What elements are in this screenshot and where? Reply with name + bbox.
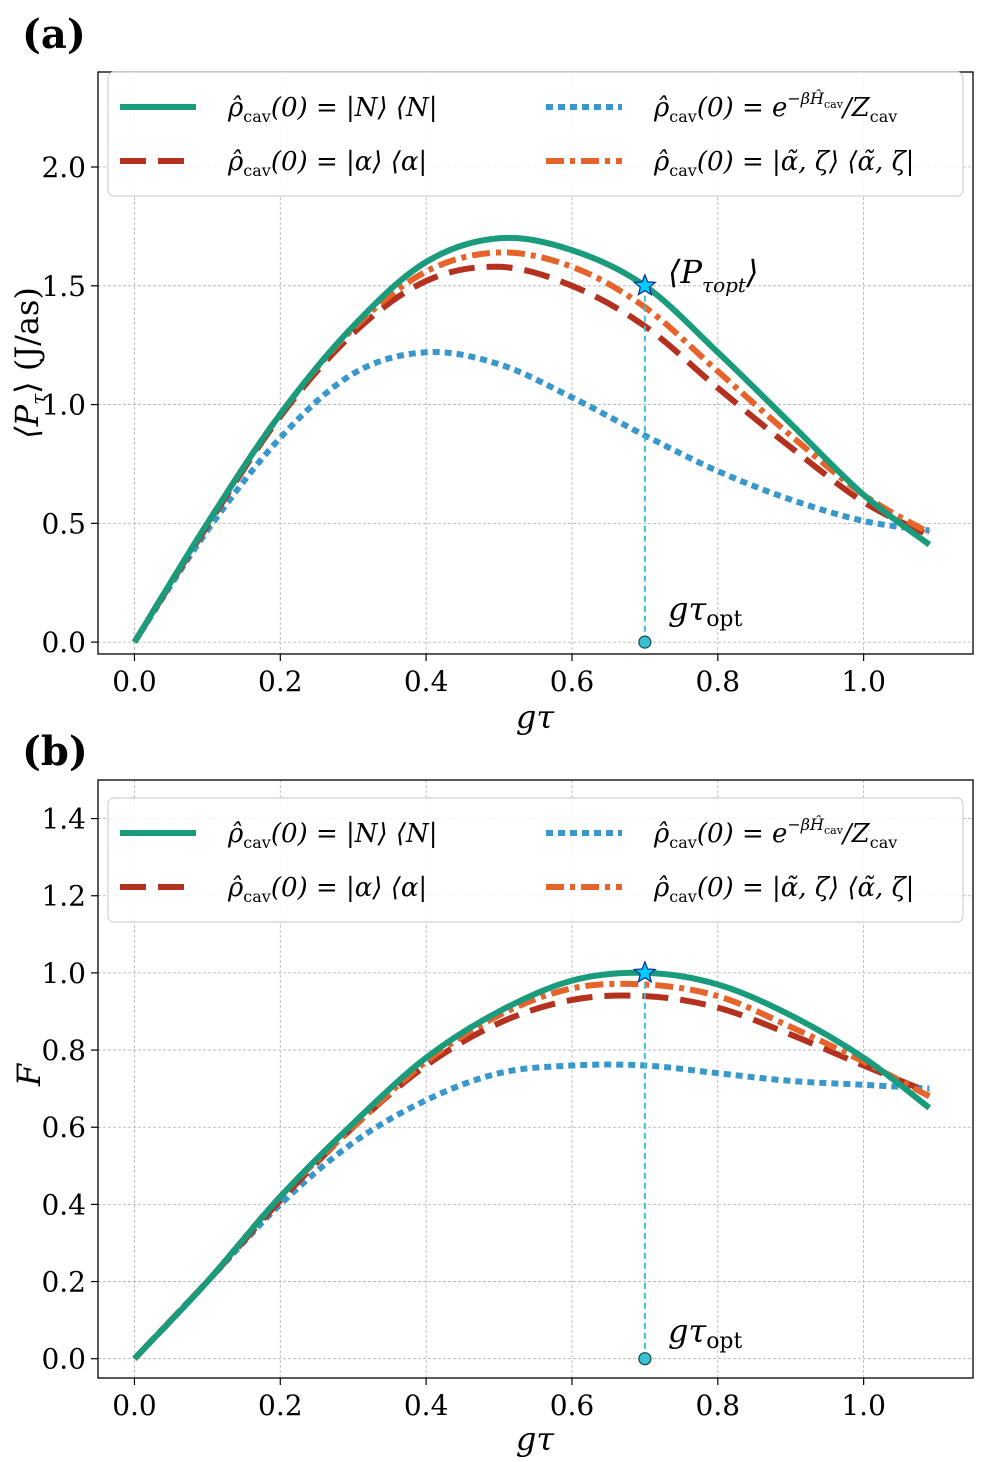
panel-b: (b) 0.0 0.2 0.4 0.6 0.8 1.0 0.0 0.2 0.4 0.6 0.8 1.… [10,728,974,1458]
panel-b-x-tick-label-0: 0.0 [112,1389,157,1422]
panel-a-series-fock [131,234,932,644]
panel-b-legend-label-fock: ρ̂cav(0) = |N⟩ ⟨N| [227,819,438,852]
panel-b-y-tick-label-1: 0.2 [41,1266,86,1299]
panel-b-x-ticks: 0.0 0.2 0.4 0.6 0.8 1.0 [112,1378,886,1422]
panel-b-optimum-guide [632,960,657,1366]
panel-a-legend-label-thermal: ρ̂cav(0) = e−βĤcav/Zcav [653,88,897,126]
panel-b-legend-label-thermal: ρ̂cav(0) = e−βĤcav/Zcav [653,814,897,852]
panel-a-optimum-label-end: ⟩ [745,253,758,291]
panel-b-x-tick-label-4: 0.8 [696,1389,741,1422]
panel-a-y-tick-label-2: 1.0 [41,389,86,422]
panel-b-label: (b) [22,728,88,775]
panel-b-x-tick-label-5: 1.0 [841,1389,886,1422]
panel-a-optimum-guide [632,273,657,649]
panel-a-optimum-label: ⟨Pτopt⟩ [668,253,758,297]
panel-a-label: (a) [22,11,86,58]
panel-a-y-tick-label-0: 0.0 [41,626,86,659]
panel-b-y-tick-label-5: 1.0 [41,957,86,990]
panel-b-series-fock [132,969,932,1361]
panel-a-series [131,234,932,644]
panel-a-y-label: ⟨Pτ⟩ (J/as) [8,287,50,439]
panel-a-guide-label-main: gτ [668,590,707,628]
panel-a-x-tick-label-3: 0.6 [550,665,595,698]
panel-a-optimum-dot [638,635,652,649]
panel-a-y-tick-label-1: 0.5 [41,507,86,540]
panel-b-x-tick-label-1: 0.2 [258,1389,303,1422]
panel-a-y-ticks: 0.0 0.5 1.0 1.5 2.0 [41,151,98,659]
panel-b-series [132,969,932,1361]
panel-a-x-tick-label-5: 1.0 [841,665,886,698]
panel-a-legend: ρ̂cav(0) = |N⟩ ⟨N| ρ̂cav(0) = e−βĤcav/Zca… [107,71,964,197]
panel-a-y-label-sub: τ [26,393,50,405]
panel-a-legend-label-squeezed: ρ̂cav(0) = |α̃, ζ⟩ ⟨α̃, ζ| [653,147,914,180]
panel-b-y-label: F [10,1062,48,1087]
panel-b-legend-box [107,797,964,923]
panel-b-y-tick-label-3: 0.6 [41,1111,86,1144]
panel-a-guide-label-sub: opt [706,607,742,632]
panel-a-optimum-label-main: ⟨P [668,253,702,291]
panel-b-optimum-star [632,960,657,984]
panel-a-x-tick-label-0: 0.0 [112,665,157,698]
panel-b-y-ticks: 0.0 0.2 0.4 0.6 0.8 1.0 1.2 1.4 [41,803,98,1376]
panel-a-y-tick-label-4: 2.0 [41,151,86,184]
panel-b-legend: ρ̂cav(0) = |N⟩ ⟨N| ρ̂cav(0) = e−βĤcav/Zca… [107,797,964,923]
panel-b-y-tick-label-4: 0.8 [41,1034,86,1067]
panel-a-y-label-main: ⟨P [8,404,46,438]
panel-a-x-ticks: 0.0 0.2 0.4 0.6 0.8 1.0 [112,654,886,698]
panel-a-optimum-star [632,273,657,297]
panel-a-y-tick-label-3: 1.5 [41,270,86,303]
panel-b-x-label: gτ [516,1420,555,1458]
panel-a: (a) 0.0 0.2 0.4 0.6 0.8 1.0 0.0 0.5 1.0 1.5 2.0 g… [8,11,974,736]
panel-a-x-tick-label-4: 0.8 [696,665,741,698]
panel-a-legend-box [107,71,964,197]
panel-b-y-tick-label-7: 1.4 [41,803,86,836]
panel-a-y-label-rest: ⟩ (J/as) [8,287,46,394]
panel-a-x-tick-label-1: 0.2 [258,665,303,698]
panel-a-series-coherent [131,263,931,644]
panel-a-series-thermal [131,349,930,644]
panel-b-x-tick-label-2: 0.4 [404,1389,449,1422]
panel-b-series-coherent [132,992,931,1361]
panel-b-guide-label-main: gτ [668,1312,707,1350]
panel-a-x-tick-label-2: 0.4 [404,665,449,698]
panel-b-series-thermal [132,1061,930,1361]
panel-b-y-tick-label-0: 0.0 [41,1343,86,1376]
panel-a-x-label: gτ [516,698,555,736]
panel-b-optimum-dot [638,1352,652,1366]
panel-a-guide-label: gτopt [668,590,743,632]
panel-b-legend-label-squeezed: ρ̂cav(0) = |α̃, ζ⟩ ⟨α̃, ζ| [653,873,914,906]
panel-a-legend-label-fock: ρ̂cav(0) = |N⟩ ⟨N| [227,93,438,126]
panel-b-x-tick-label-3: 0.6 [550,1389,595,1422]
panel-b-guide-label: gτopt [668,1312,743,1354]
panel-a-legend-label-coherent: ρ̂cav(0) = |α⟩ ⟨α| [227,147,427,180]
panel-b-y-tick-label-6: 1.2 [41,880,86,913]
panel-b-legend-label-coherent: ρ̂cav(0) = |α⟩ ⟨α| [227,873,427,906]
panel-b-guide-label-sub: opt [706,1329,742,1354]
panel-a-optimum-label-sub: τopt [702,273,747,297]
panel-b-y-tick-label-2: 0.4 [41,1188,86,1221]
panel-b-frame [97,779,974,1379]
